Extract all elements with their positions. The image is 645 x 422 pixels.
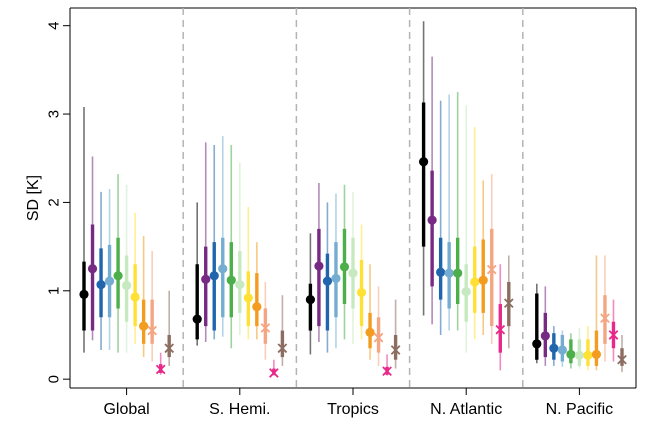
mean-dot-marker bbox=[322, 276, 333, 286]
mean-dot-marker bbox=[305, 295, 315, 305]
series-group bbox=[122, 105, 585, 369]
series-group bbox=[79, 21, 542, 364]
mean-dot-marker bbox=[461, 287, 471, 297]
series-group bbox=[96, 100, 559, 366]
mean-dot-marker bbox=[532, 339, 542, 349]
y-tick-label: 2 bbox=[45, 198, 62, 206]
mean-dot-marker bbox=[139, 321, 149, 331]
series-group bbox=[104, 94, 567, 367]
series-group bbox=[164, 255, 627, 373]
mean-dot-marker bbox=[348, 268, 358, 278]
x-tick-label: Tropics bbox=[327, 401, 379, 418]
mean-dot-marker bbox=[470, 277, 480, 287]
mean-dot-marker bbox=[235, 280, 245, 290]
mean-dot-marker bbox=[478, 275, 488, 285]
mean-dot-marker bbox=[583, 350, 593, 360]
mean-cross-marker bbox=[155, 364, 166, 375]
mean-cross-marker bbox=[277, 343, 288, 354]
series-group bbox=[155, 264, 619, 378]
mean-dot-marker bbox=[243, 293, 253, 303]
mean-dot-marker bbox=[79, 289, 89, 299]
x-tick-label: Global bbox=[103, 401, 149, 418]
mean-dot-marker bbox=[104, 276, 115, 286]
x-axis: Global S. Hemi. Tropics N. Atlantic N. Pacif… bbox=[103, 388, 613, 418]
y-tick-label: 1 bbox=[45, 287, 62, 295]
mean-cross-marker bbox=[147, 325, 157, 336]
x-tick-label: N. Atlantic bbox=[430, 401, 502, 418]
mean-cross-marker bbox=[373, 332, 384, 343]
mean-dot-marker bbox=[218, 264, 228, 274]
mean-dot-marker bbox=[444, 268, 454, 278]
mean-cross-marker bbox=[600, 313, 610, 324]
mean-cross-marker bbox=[164, 343, 175, 354]
mean-cross-marker bbox=[269, 368, 279, 378]
mean-dot-marker bbox=[566, 349, 576, 360]
mean-dot-marker bbox=[314, 261, 324, 271]
mean-dot-marker bbox=[591, 349, 602, 360]
series-group bbox=[113, 91, 576, 369]
y-tick-label: 3 bbox=[45, 110, 62, 118]
data-marks bbox=[79, 21, 627, 378]
series-group bbox=[130, 127, 593, 371]
mean-cross-marker bbox=[382, 366, 392, 377]
mean-dot-marker bbox=[356, 287, 367, 298]
mean-dot-marker bbox=[339, 262, 350, 272]
mean-dot-marker bbox=[201, 274, 211, 284]
mean-cross-marker bbox=[608, 330, 619, 340]
mean-dot-marker bbox=[331, 273, 341, 284]
mean-dot-marker bbox=[540, 331, 550, 341]
mean-dot-marker bbox=[419, 157, 429, 167]
mean-cross-marker bbox=[390, 345, 401, 355]
mean-dot-marker bbox=[87, 264, 98, 274]
mean-dot-marker bbox=[436, 267, 446, 277]
series-group bbox=[147, 174, 610, 366]
mean-dot-marker bbox=[96, 280, 106, 290]
mean-cross-marker bbox=[617, 354, 627, 365]
mean-cross-marker bbox=[260, 323, 271, 333]
y-axis: 0 1 2 3 4 bbox=[45, 22, 70, 383]
y-tick-label: 0 bbox=[45, 375, 62, 383]
mean-cross-marker bbox=[503, 298, 514, 308]
y-axis-label: SD [K] bbox=[25, 175, 42, 221]
mean-dot-marker bbox=[453, 268, 463, 278]
x-tick-label: N. Pacific bbox=[546, 401, 614, 418]
mean-dot-marker bbox=[130, 292, 140, 302]
series-group bbox=[87, 56, 550, 366]
mean-dot-marker bbox=[557, 345, 567, 355]
mean-cross-marker bbox=[486, 264, 497, 275]
mean-dot-marker bbox=[574, 350, 585, 360]
mean-dot-marker bbox=[427, 215, 437, 225]
mean-dot-marker bbox=[209, 271, 219, 281]
mean-cross-marker bbox=[495, 324, 506, 335]
mean-dot-marker bbox=[226, 275, 236, 285]
x-tick-label: S. Hemi. bbox=[209, 401, 270, 418]
category-separators bbox=[182, 8, 524, 388]
mean-dot-marker bbox=[122, 280, 132, 291]
y-tick-label: 4 bbox=[45, 22, 62, 30]
series-group bbox=[139, 180, 602, 371]
mean-dot-marker bbox=[549, 343, 559, 353]
mean-dot-marker bbox=[252, 302, 262, 312]
mean-dot-marker bbox=[113, 271, 123, 281]
mean-dot-marker bbox=[365, 327, 375, 337]
mean-dot-marker bbox=[192, 314, 202, 324]
